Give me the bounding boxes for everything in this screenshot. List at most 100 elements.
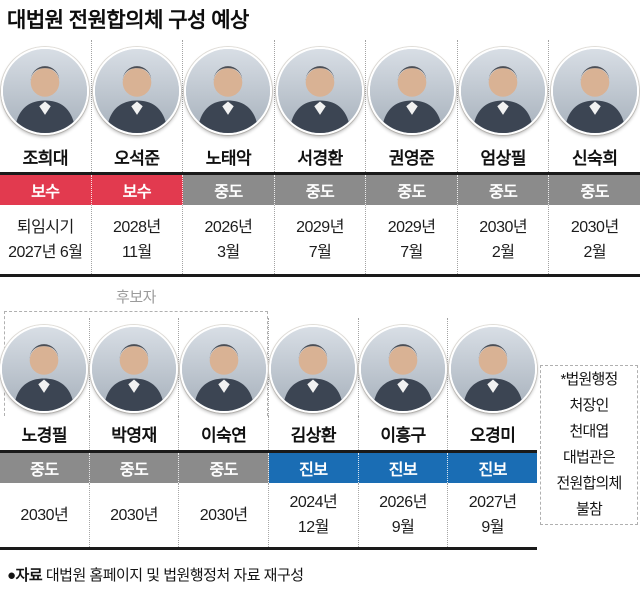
judge-photo-cell — [269, 318, 359, 416]
judge-photo — [179, 325, 268, 413]
person-icon — [450, 327, 535, 411]
judge-photo-cell — [359, 318, 449, 416]
judge-photo — [92, 47, 181, 135]
judge-photo — [184, 47, 273, 135]
stance-badge: 중도 — [179, 453, 270, 483]
person-icon — [92, 327, 176, 411]
judge-photo — [0, 325, 89, 413]
judge-name: 이흥구 — [359, 416, 449, 450]
judge-photo-cell — [179, 318, 270, 416]
stance-band: 보수 보수 중도 중도 중도 중도 중도 — [0, 172, 640, 205]
judge-name: 오석준 — [92, 140, 184, 172]
judge-photo-cell — [448, 318, 537, 416]
retirement-date: 2029년 7월 — [366, 205, 458, 274]
source-note: ●자료 대법원 홈페이지 및 법원행정처 자료 재구성 — [7, 564, 304, 585]
side-note-line: 천대엽 — [569, 423, 609, 440]
retirement-date: 2030년 2월 — [570, 218, 619, 261]
judge-name: 신숙희 — [572, 148, 618, 168]
judge-photo-cell — [275, 40, 367, 140]
stance-badge: 중도 — [457, 175, 550, 205]
retirement-date: 2030년 — [90, 483, 180, 547]
judge-photo-cell — [92, 40, 184, 140]
source-label: ●자료 — [7, 567, 43, 584]
judges-table-bottom: 노경필 박영재 이숙연 김상환 이흥구 오경미 중도 중도 중도 진보 진보 진… — [0, 318, 538, 550]
side-note-line: 처장인 — [569, 397, 609, 414]
judge-photo — [359, 325, 448, 413]
dates-row: 퇴임시기 2027년 6월 2028년 11월 2026년 3월 2029년 7월 20… — [0, 205, 640, 277]
judge-photo — [269, 325, 358, 413]
judge-photo — [276, 47, 365, 135]
photos-row — [0, 40, 640, 140]
judge-photo — [448, 325, 537, 413]
person-icon — [278, 49, 363, 133]
person-icon — [181, 327, 266, 411]
retirement-date: 2026년 3월 — [183, 205, 275, 274]
judge-photo — [1, 47, 90, 135]
judge-photo — [367, 47, 456, 135]
source-text: 대법원 홈페이지 및 법원행정처 자료 재구성 — [42, 567, 304, 584]
retirement-date: 퇴임시기 2027년 6월 — [0, 205, 92, 274]
judge-name: 노경필 — [0, 416, 90, 450]
judge-name: 박영재 — [90, 416, 180, 450]
judge-photo-cell — [0, 318, 90, 416]
side-note: *법원행정 처장인 천대엽 대법관은 전원합의체 불참 — [540, 365, 638, 525]
retirement-date: 2024년 12월 — [269, 483, 359, 547]
retirement-date: 2030년 2월 — [458, 205, 550, 274]
judge-photo — [459, 47, 548, 135]
judge-name: 오경미 — [469, 425, 516, 445]
page-title: 대법원 전원합의체 구성 예상 — [7, 9, 249, 32]
stance-badge: 중도 — [0, 453, 90, 483]
stance-badge: 진보 — [358, 453, 449, 483]
judge-name: 서경환 — [275, 140, 367, 172]
photos-row — [0, 318, 537, 416]
judge-photo-cell — [0, 40, 92, 140]
stance-badge: 중도 — [274, 175, 367, 205]
person-icon — [94, 49, 179, 133]
judge-photo-cell — [549, 40, 640, 140]
side-note-line: 대법관은 — [562, 449, 616, 466]
candidates-label: 후보자 — [116, 289, 156, 306]
person-icon — [186, 49, 271, 133]
stance-badge: 보수 — [0, 175, 92, 205]
stance-badge: 중도 — [183, 175, 275, 205]
side-note-line: *법원행정 — [560, 371, 618, 388]
stance-badge: 진보 — [448, 453, 538, 483]
judge-photo-cell — [366, 40, 458, 140]
person-icon — [3, 49, 88, 133]
judge-name: 조희대 — [0, 140, 92, 172]
stance-badge: 진보 — [269, 453, 359, 483]
judge-photo-cell — [458, 40, 550, 140]
names-row: 노경필 박영재 이숙연 김상환 이흥구 오경미 — [0, 416, 537, 450]
stance-badge: 중도 — [549, 175, 640, 205]
retirement-date: 2028년 11월 — [92, 205, 184, 274]
person-icon — [369, 49, 454, 133]
person-icon — [552, 49, 637, 133]
stance-badge: 중도 — [366, 175, 458, 205]
retirement-date: 2026년 9월 — [359, 483, 449, 547]
judge-name: 엄상필 — [458, 140, 550, 172]
stance-badge: 중도 — [89, 453, 180, 483]
judge-name: 노태악 — [183, 140, 275, 172]
retirement-date: 2029년 7월 — [275, 205, 367, 274]
judge-name: 김상환 — [269, 416, 359, 450]
side-note-line: 전원합의체 — [556, 475, 622, 492]
person-icon — [271, 327, 356, 411]
dates-row: 2030년 2030년 2030년 2024년 12월 2026년 9월 2027년… — [0, 483, 537, 550]
judge-photo-cell — [183, 40, 275, 140]
judge-photo — [90, 325, 178, 413]
names-row: 조희대 오석준 노태악 서경환 권영준 엄상필 신숙희 — [0, 140, 640, 172]
judges-table-top: 조희대 오석준 노태악 서경환 권영준 엄상필 신숙희 보수 보수 중도 중도 … — [0, 40, 640, 277]
judge-photo — [550, 47, 639, 135]
person-icon — [461, 49, 546, 133]
side-note-line: 불참 — [575, 501, 603, 518]
judge-name: 권영준 — [366, 140, 458, 172]
judge-photo-cell — [90, 318, 180, 416]
person-icon — [361, 327, 446, 411]
retirement-date: 2030년 — [0, 483, 90, 547]
judge-name: 이숙연 — [179, 416, 270, 450]
retirement-date: 2030년 — [179, 483, 270, 547]
stance-badge: 보수 — [91, 175, 184, 205]
person-icon — [2, 327, 87, 411]
retirement-date: 2027년 9월 — [468, 494, 517, 536]
